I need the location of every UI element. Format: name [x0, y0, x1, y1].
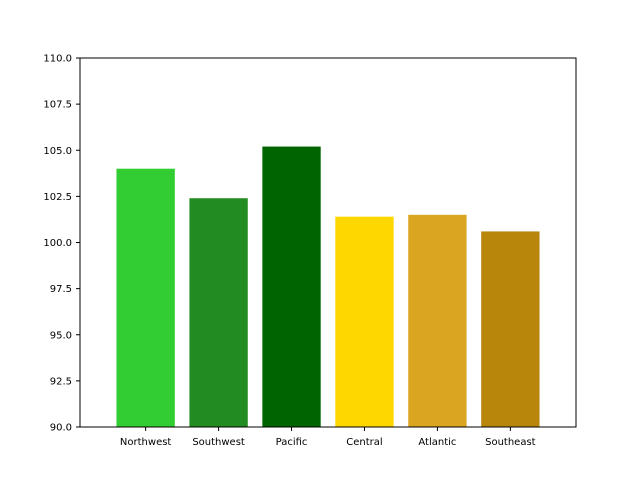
x-tick-label-southwest: Southwest [192, 437, 245, 448]
y-tick-label: 105.0 [43, 146, 72, 157]
bars-group [116, 146, 540, 427]
y-tick-label: 110.0 [43, 54, 72, 65]
bar-northwest [116, 168, 175, 427]
y-axis: 90.0 92.5 95.0 97.5 100.0 102.5 105.0 107.5 110.… [43, 54, 80, 434]
bar-pacific [262, 146, 321, 427]
bar-southeast [481, 231, 540, 427]
plot-area-frame [79, 57, 577, 428]
y-tick-label: 90.0 [50, 423, 72, 434]
bar-central [335, 216, 394, 427]
y-tick-label: 95.0 [50, 330, 72, 341]
y-tick-label: 92.5 [50, 376, 72, 387]
y-tick-label: 102.5 [43, 192, 72, 203]
x-tick-label-atlantic: Atlantic [418, 437, 456, 448]
bar-southwest [189, 198, 248, 427]
bar-atlantic [408, 214, 467, 427]
x-axis: Northwest Southwest Pacific Central Atlantic… [120, 427, 536, 448]
x-tick-label-northwest: Northwest [120, 437, 172, 448]
x-tick-label-southeast: Southeast [485, 437, 536, 448]
x-tick-label-central: Central [346, 437, 382, 448]
y-tick-label: 97.5 [50, 284, 72, 295]
y-tick-label: 100.0 [43, 238, 72, 249]
y-tick-label: 107.5 [43, 100, 72, 111]
x-tick-label-pacific: Pacific [276, 437, 308, 448]
